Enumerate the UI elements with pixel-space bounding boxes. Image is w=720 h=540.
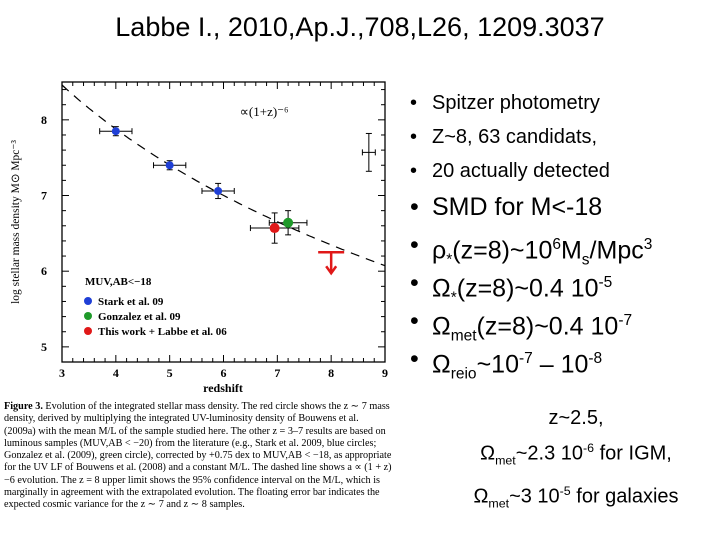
legend-marker: [84, 312, 92, 320]
legend-label: Gonzalez et al. 09: [98, 311, 181, 323]
x-tick-label: 8: [328, 366, 334, 380]
upper-limit-arrow: [325, 265, 338, 276]
error-bars: [99, 126, 376, 244]
data-point: [269, 223, 280, 234]
y-tick-label: 6: [41, 264, 47, 278]
legend-marker: [84, 297, 92, 305]
caption-text: Evolution of the integrated stellar mass…: [4, 401, 392, 511]
bullet-item: Spitzer photometry: [410, 86, 715, 120]
data-point: [111, 127, 120, 136]
y-tick-label: 5: [41, 340, 47, 354]
x-tick-label: 3: [59, 366, 65, 380]
axis-ticks: [61, 82, 386, 363]
model-curve-label: ∝(1+z)⁻⁶: [240, 104, 289, 119]
bullet-item: 20 actually detected: [410, 154, 715, 188]
model-curve: [61, 84, 386, 267]
bullet-list: Spitzer photometry Z~8, 63 candidats, 20…: [410, 86, 715, 382]
x-axis-label: redshift: [203, 381, 243, 395]
bullet-smd: SMD for M<-18: [410, 188, 715, 226]
slide-title: Labbe I., 2010,Ap.J.,708,L26, 1209.3037: [115, 12, 605, 42]
tick-labels: 3 4 5 6 7 8 9 5 6 7 8: [41, 113, 388, 380]
data-point: [283, 217, 294, 228]
upper-limit-marker: [318, 251, 345, 276]
data-point: [165, 161, 174, 170]
bullet-item: Z~8, 63 candidats,: [410, 120, 715, 154]
data-points: [111, 127, 294, 234]
legend-label: Stark et al. 09: [98, 296, 164, 308]
bullet-rho-star: ρ*(z=8)~106Ms/Mpc3: [410, 226, 715, 268]
z-block-line: z~2.5,: [548, 407, 604, 429]
data-point: [214, 186, 223, 195]
x-tick-label: 5: [167, 366, 173, 380]
legend: Stark et al. 09 Gonzalez et al. 09 This wo…: [84, 296, 227, 338]
x-tick-label: 9: [382, 366, 388, 380]
caption-label: Figure 3.: [4, 401, 43, 412]
y-tick-label: 7: [41, 189, 47, 203]
bullet-omega-star: Ω*(z=8)~0.4 10-5: [410, 264, 715, 306]
x-tick-label: 4: [113, 366, 119, 380]
magnitude-cut-label: MUV,AB<−18: [85, 276, 152, 288]
y-axis-label: log stellar mass density M⊙ Mpc⁻³: [10, 140, 22, 304]
legend-marker: [84, 327, 92, 335]
bullet-omega-met: Ωmet(z=8)~0.4 10-7: [410, 302, 715, 344]
stellar-mass-density-chart: ∝(1+z)⁻⁶ MUV,AB<−18 Stark et al. 09 Gonza…: [10, 81, 388, 395]
x-tick-label: 6: [221, 366, 227, 380]
z-2-5-block: z~2.5, Ωmet~2.3 10-6 for IGM, Ωmet~3 10-…: [432, 403, 720, 518]
legend-label: This work + Labbe et al. 06: [98, 326, 227, 338]
bullet-omega-reio: Ωreio~10-7 – 10-8: [410, 340, 715, 382]
z-block-line: Ωmet~2.3 10-6 for IGM,: [480, 441, 672, 468]
z-block-line: Ωmet~3 10-5 for galaxies: [473, 483, 679, 511]
y-tick-label: 8: [41, 113, 47, 127]
x-tick-label: 7: [274, 366, 280, 380]
figure-caption: Figure 3. Evolution of the integrated st…: [4, 401, 392, 512]
